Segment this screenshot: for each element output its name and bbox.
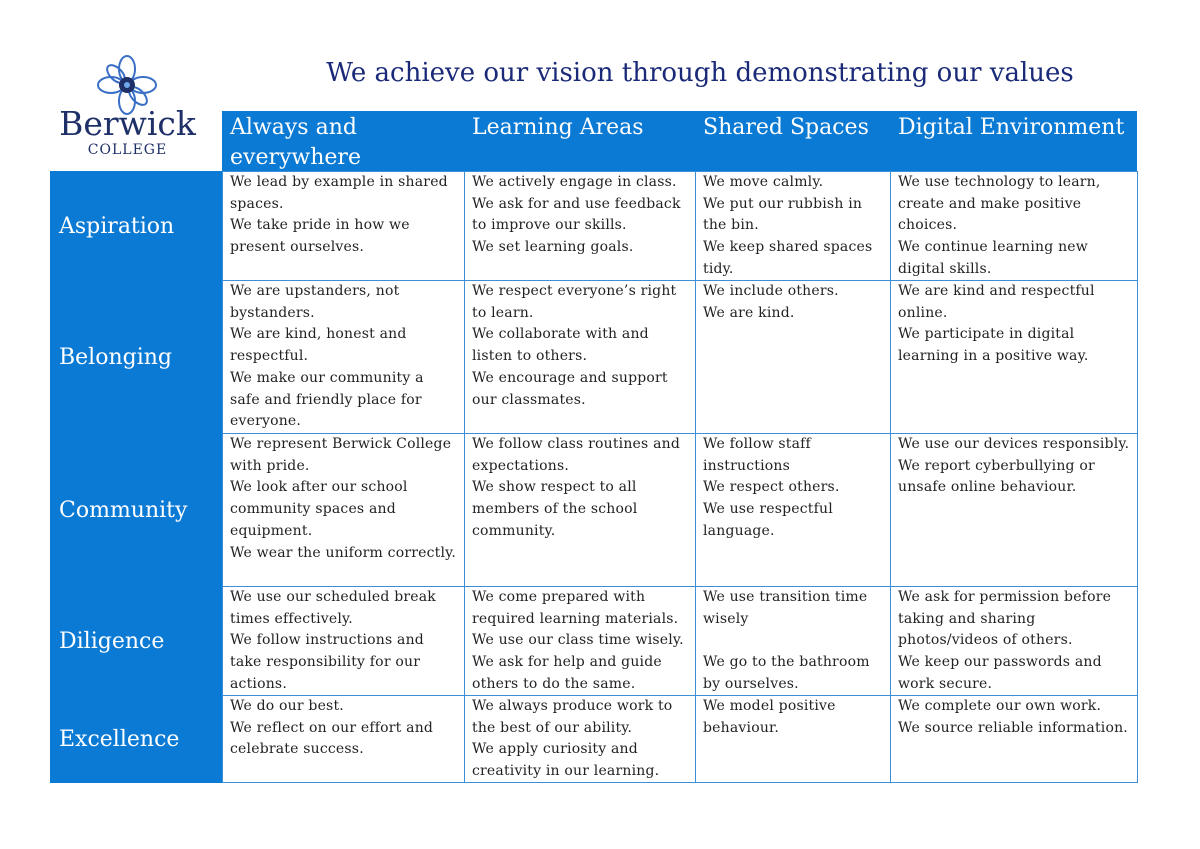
- cell-line: We make our community a safe and friendl…: [230, 369, 424, 430]
- cell-line: We follow class routines and expectation…: [472, 436, 680, 474]
- cell-line: We always produce work to the best of ou…: [472, 698, 673, 736]
- cell-line: We set learning goals.: [472, 239, 634, 256]
- cell-line: We keep our passwords and work secure.: [898, 654, 1102, 692]
- logo-flower: [97, 55, 157, 115]
- cell-line: We look after our school community space…: [230, 479, 408, 539]
- cell-line: We wear the uniform correctly.: [230, 544, 457, 561]
- table-cell: We lead by example in shared spaces. We t…: [222, 171, 465, 281]
- cell-line: We encourage and support our classmates.: [472, 369, 668, 408]
- table-cell: We use technology to learn, create and m…: [890, 171, 1138, 281]
- cell-line: We include others.: [703, 283, 839, 299]
- cell-line: We keep shared spaces tidy.: [703, 239, 873, 277]
- cell-line: We put our rubbish in the bin.: [703, 195, 863, 234]
- cell-line: We ask for help and guide others to do t…: [472, 654, 662, 692]
- column-header: Shared Spaces: [703, 115, 869, 140]
- column-header: Digital Environment: [898, 115, 1125, 140]
- row-label: Aspiration: [50, 171, 223, 281]
- cell-line: We lead by example in shared spaces.: [230, 174, 448, 212]
- cell-line: We use transition time wisely: [703, 589, 868, 627]
- table-cell: We use transition time wisely We go to th…: [695, 586, 891, 696]
- table-cell: We always produce work to the best of ou…: [464, 695, 696, 783]
- column-header: Always and everywhere: [230, 115, 361, 170]
- header-corner: [222, 111, 1137, 171]
- table-cell: We move calmly. We put our rubbish in the…: [695, 171, 891, 281]
- cell-line: We ask for and use feedback to improve o…: [472, 195, 681, 234]
- logo-sub: COLLEGE: [87, 142, 168, 158]
- cell-line: We are kind and respectful online.: [898, 283, 1095, 321]
- table-cell: We actively engage in class. We ask for a…: [464, 171, 696, 281]
- table-cell: We are kind and respectful online. We par…: [890, 280, 1138, 434]
- cell-line: We reflect on our effort and celebrate s…: [230, 719, 434, 758]
- table-cell: We do our best. We reflect on our effort …: [222, 695, 465, 783]
- cell-line: We represent Berwick College with pride.: [230, 436, 452, 474]
- cell-line: We are kind, honest and respectful.: [230, 326, 407, 365]
- cell-line: We complete our own work.: [898, 698, 1102, 714]
- cell-line: We are kind.: [703, 304, 795, 321]
- cell-line: We respect others.: [703, 479, 840, 496]
- table-cell: We use our scheduled break times effecti…: [222, 586, 465, 696]
- row-label: Belonging: [50, 280, 223, 434]
- cell-line: We collaborate with and listen to others…: [472, 326, 649, 365]
- table-cell: We are upstanders, not bystanders. We are…: [222, 280, 465, 434]
- cell-line: We actively engage in class.: [472, 174, 677, 190]
- table-cell: We ask for permission before taking and …: [890, 586, 1138, 696]
- cell-line: We follow instructions and take responsi…: [230, 632, 424, 692]
- table-cell: We follow class routines and expectation…: [464, 433, 696, 587]
- cell-line: We use respectful language.: [703, 501, 833, 539]
- cell-line: We follow staff instructions: [703, 436, 811, 474]
- cell-line: We use our class time wisely.: [472, 632, 684, 649]
- cell-line: We participate in digital learning in a …: [898, 326, 1089, 365]
- cell-line: We continue learning new digital skills.: [898, 239, 1088, 277]
- table-cell: We include others. We are kind.: [695, 280, 891, 434]
- cell-line: We model positive behaviour.: [703, 698, 836, 736]
- column-header: Learning Areas: [472, 115, 644, 140]
- table-cell: We represent Berwick College with pride.…: [222, 433, 465, 587]
- cell-line: We take pride in how we present ourselve…: [230, 217, 410, 256]
- cell-line: We report cyberbullying or unsafe online…: [898, 457, 1095, 496]
- cell-line: We ask for permission before taking and …: [898, 589, 1112, 649]
- cell-line: We come prepared with required learning …: [472, 589, 679, 627]
- cell-line: We respect everyone’s right to learn.: [472, 283, 677, 321]
- table-cell: We model positive behaviour.: [695, 695, 891, 783]
- table-cell: We follow staff instructions We respect o…: [695, 433, 891, 587]
- table-cell: We come prepared with required learning …: [464, 586, 696, 696]
- title: We achieve our vision through demonstrat…: [326, 58, 1074, 88]
- table-cell: We complete our own work. We source relia…: [890, 695, 1138, 783]
- row-label: Community: [50, 433, 223, 587]
- table-cell: We respect everyone’s right to learn. We …: [464, 280, 696, 434]
- table-cell: We use our devices responsibly. We report…: [890, 433, 1138, 587]
- cell-line: We use technology to learn, create and m…: [898, 174, 1101, 234]
- row-label: Diligence: [50, 586, 223, 696]
- cell-line: We apply curiosity and creativity in our…: [472, 741, 660, 780]
- cell-line: We do our best.: [230, 698, 344, 714]
- cell-line: We use our scheduled break times effecti…: [230, 589, 436, 627]
- row-label: Excellence: [50, 695, 223, 783]
- cell-line: We are upstanders, not bystanders.: [230, 283, 400, 321]
- cell-line: We go to the bathroom by ourselves.: [703, 654, 870, 692]
- cell-line: We move calmly.: [703, 174, 824, 190]
- cell-line: We show respect to all members of the sc…: [472, 479, 638, 539]
- cell-line: We use our devices responsibly.: [898, 436, 1130, 452]
- cell-line: We source reliable information.: [898, 719, 1128, 736]
- logo-name: Berwick: [59, 104, 196, 143]
